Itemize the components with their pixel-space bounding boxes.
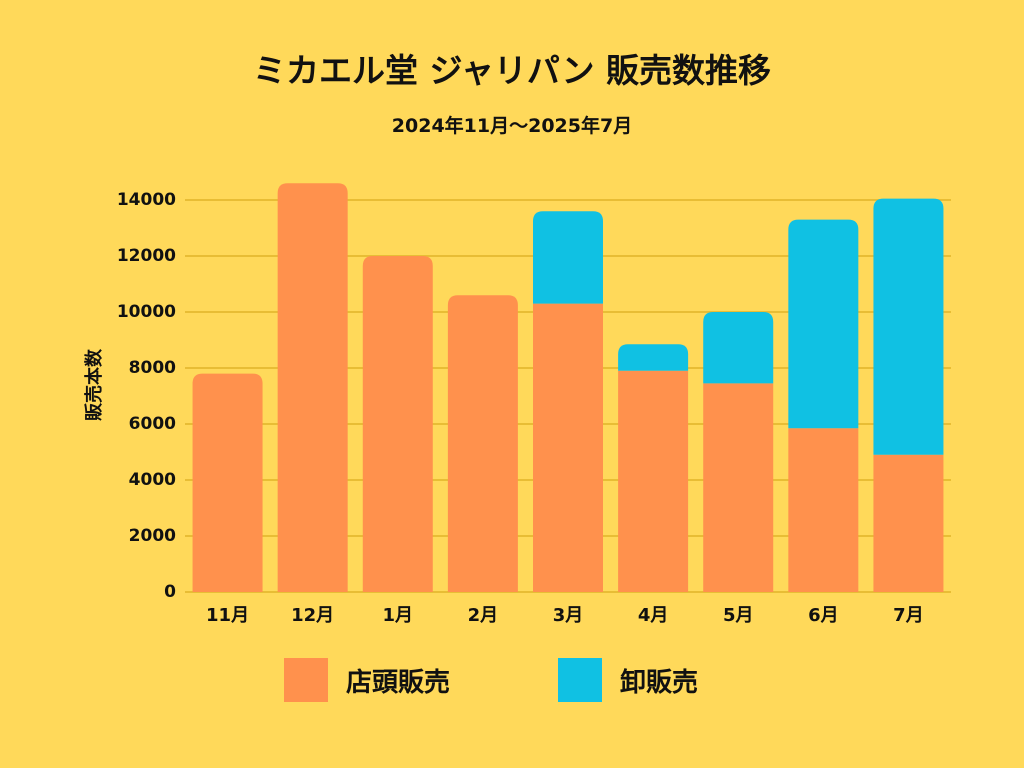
x-tick-label: 1月	[383, 605, 414, 626]
y-axis-ticks: 0 2000 4000 6000 8000 10000 12000 14000	[117, 190, 176, 602]
bar-wholesale	[788, 219, 859, 429]
x-axis-ticks: 11月 12月 1月 2月 3月 4月 5月 6月 7月	[206, 605, 924, 626]
legend-item-wholesale: 卸販売	[558, 658, 698, 702]
y-tick-label: 2000	[129, 526, 176, 546]
y-tick-label: 12000	[117, 246, 176, 266]
x-tick-label: 12月	[291, 605, 334, 626]
y-tick-label: 4000	[129, 470, 176, 490]
bar-wholesale	[533, 211, 603, 304]
bar-store-sales	[447, 295, 518, 592]
legend-swatch-store-sales	[284, 658, 328, 702]
chart-title: ミカエル堂 ジャリパン 販売数推移	[253, 51, 771, 90]
bar-store-sales	[533, 303, 603, 592]
y-tick-label: 10000	[117, 302, 176, 322]
bar-store-sales	[788, 428, 859, 592]
x-tick-label: 6月	[808, 605, 839, 626]
y-tick-label: 6000	[129, 414, 176, 434]
bar-store-sales	[362, 256, 433, 592]
bar-store-sales	[873, 454, 944, 592]
x-tick-label: 4月	[638, 605, 669, 626]
bar-store-sales	[703, 383, 774, 592]
chart-subtitle: 2024年11月～2025年7月	[391, 115, 633, 137]
y-axis-label: 販売本数	[83, 348, 105, 421]
bar-store-sales	[277, 183, 348, 592]
legend-swatch-wholesale	[558, 658, 602, 702]
x-tick-label: 7月	[893, 605, 924, 626]
bar-wholesale	[873, 198, 944, 455]
x-tick-label: 2月	[468, 605, 499, 626]
bar-store-sales	[192, 373, 263, 592]
bars	[192, 183, 944, 592]
y-tick-label: 8000	[129, 358, 176, 378]
legend-item-store-sales: 店頭販売	[284, 658, 450, 702]
x-tick-label: 11月	[206, 605, 249, 626]
bar-wholesale	[703, 312, 774, 384]
x-tick-label: 5月	[723, 605, 754, 626]
legend-label-wholesale: 卸販売	[620, 667, 699, 698]
bar-store-sales	[618, 370, 689, 592]
y-tick-label: 0	[164, 582, 176, 602]
y-tick-label: 14000	[117, 190, 176, 210]
x-tick-label: 3月	[553, 605, 584, 626]
legend-label-store-sales: 店頭販売	[346, 667, 451, 698]
bar-wholesale	[618, 344, 689, 371]
